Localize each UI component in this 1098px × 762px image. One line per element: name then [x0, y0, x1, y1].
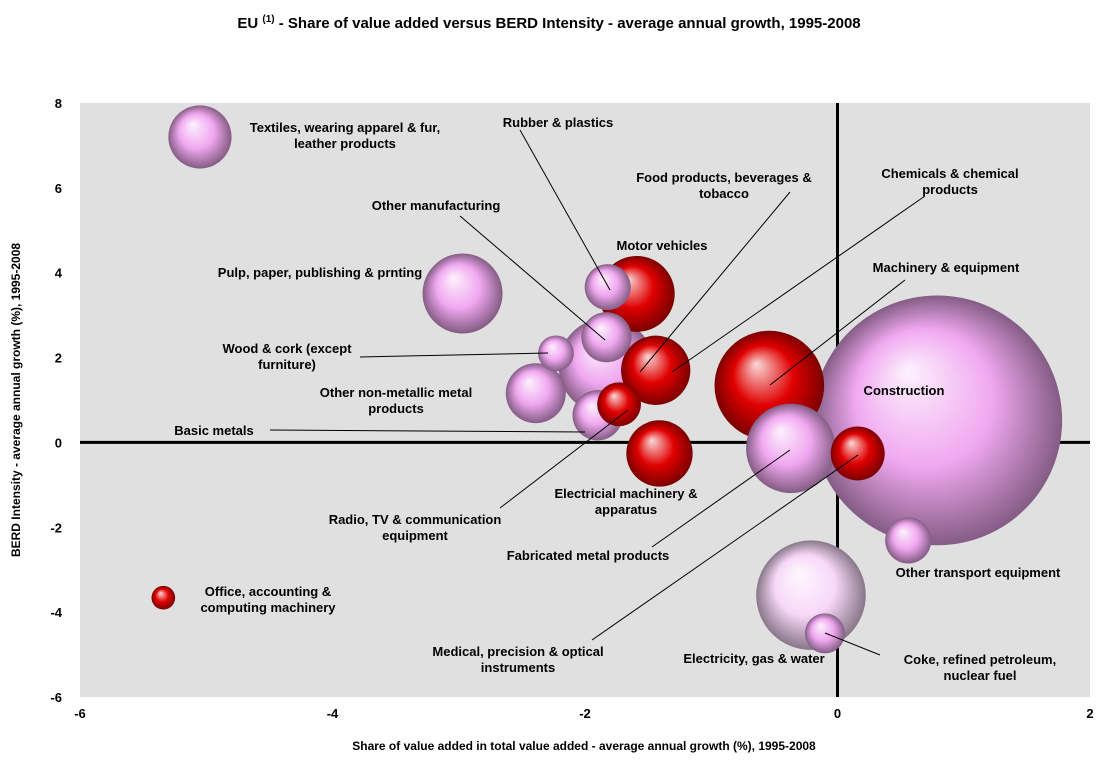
bubble — [422, 253, 503, 334]
leader-line — [519, 129, 611, 291]
bubble-label: Other non-metallic metal products — [319, 385, 473, 416]
leader-line — [269, 429, 586, 433]
y-axis-label: BERD Intensity - average annual growth (… — [9, 243, 23, 557]
x-tick-label: 0 — [834, 706, 841, 721]
bubble-label: Machinery & equipment — [872, 260, 1020, 275]
y-tick-label: 8 — [55, 96, 62, 111]
leader-line — [359, 352, 549, 358]
title-prefix: EU — [237, 15, 259, 32]
title-note: (1) — [262, 14, 275, 25]
bubble-label: Wood & cork (except furniture) — [222, 341, 352, 372]
y-tick-label: -6 — [50, 690, 62, 705]
leader-line — [824, 632, 881, 656]
bubble-label: Food products, beverages & tobacco — [636, 170, 812, 201]
bubble-label: Rubber & plastics — [502, 115, 614, 130]
x-tick-label: 2 — [1086, 706, 1093, 721]
bubble — [581, 312, 632, 363]
y-tick-label: -2 — [50, 520, 62, 535]
leader-line — [639, 191, 791, 373]
leader-line — [499, 409, 629, 509]
bubble-label: Other manufacturing — [371, 198, 501, 213]
bubble — [538, 335, 574, 372]
chart-title: EU (1) - Share of value added versus BER… — [0, 10, 1098, 33]
x-tick-label: -4 — [327, 706, 339, 721]
bubble — [885, 517, 932, 564]
x-axis-label: Share of value added in total value adde… — [352, 739, 816, 753]
x-tick-label: -6 — [74, 706, 86, 721]
bubble — [584, 264, 631, 311]
bubble-label: Motor vehicles — [616, 238, 708, 253]
bubble — [151, 585, 176, 610]
bubble-label: Construction — [863, 383, 945, 398]
bubble — [746, 403, 836, 494]
y-tick-label: 0 — [55, 435, 62, 450]
bubble — [597, 382, 641, 427]
y-tick-label: 6 — [55, 181, 62, 196]
bubble-label: Radio, TV & communication equipment — [328, 512, 502, 543]
bubble-label: Chemicals & chemical products — [881, 166, 1019, 197]
bubble — [830, 426, 885, 481]
leader-line — [671, 195, 926, 373]
bubble-label: Electricity, gas & water — [683, 651, 825, 666]
bubble-label: Textiles, wearing apparel & fur, leather… — [249, 120, 441, 151]
bubble-label: Electricial machinery & apparatus — [554, 486, 698, 517]
leader-line — [769, 279, 906, 386]
y-tick-label: 2 — [55, 351, 62, 366]
bubble-label: Pulp, paper, publishing & prnting — [217, 265, 423, 280]
bubble — [168, 105, 232, 169]
bubble — [505, 363, 566, 424]
bubble-label: Basic metals — [174, 423, 254, 438]
bubble — [812, 295, 1063, 546]
y-tick-label: -4 — [50, 605, 62, 620]
bubble-label: Coke, refined petroleum, nuclear fuel — [903, 652, 1057, 683]
y-tick-label: 4 — [55, 266, 63, 281]
bubble-label: Fabricated metal products — [506, 548, 670, 563]
bubble-label: Other transport equipment — [895, 565, 1061, 580]
bubble — [621, 335, 691, 405]
leader-line — [651, 449, 791, 548]
x-tick-label: -2 — [579, 706, 591, 721]
leader-line — [591, 454, 859, 641]
leader-line — [459, 215, 606, 341]
title-text: - Share of value added versus BERD Inten… — [278, 15, 861, 32]
bubble-label: Office, accounting & computing machinery — [200, 584, 336, 615]
bubble — [626, 420, 693, 487]
bubble-label: Medical, precision & optical instruments — [432, 644, 604, 675]
